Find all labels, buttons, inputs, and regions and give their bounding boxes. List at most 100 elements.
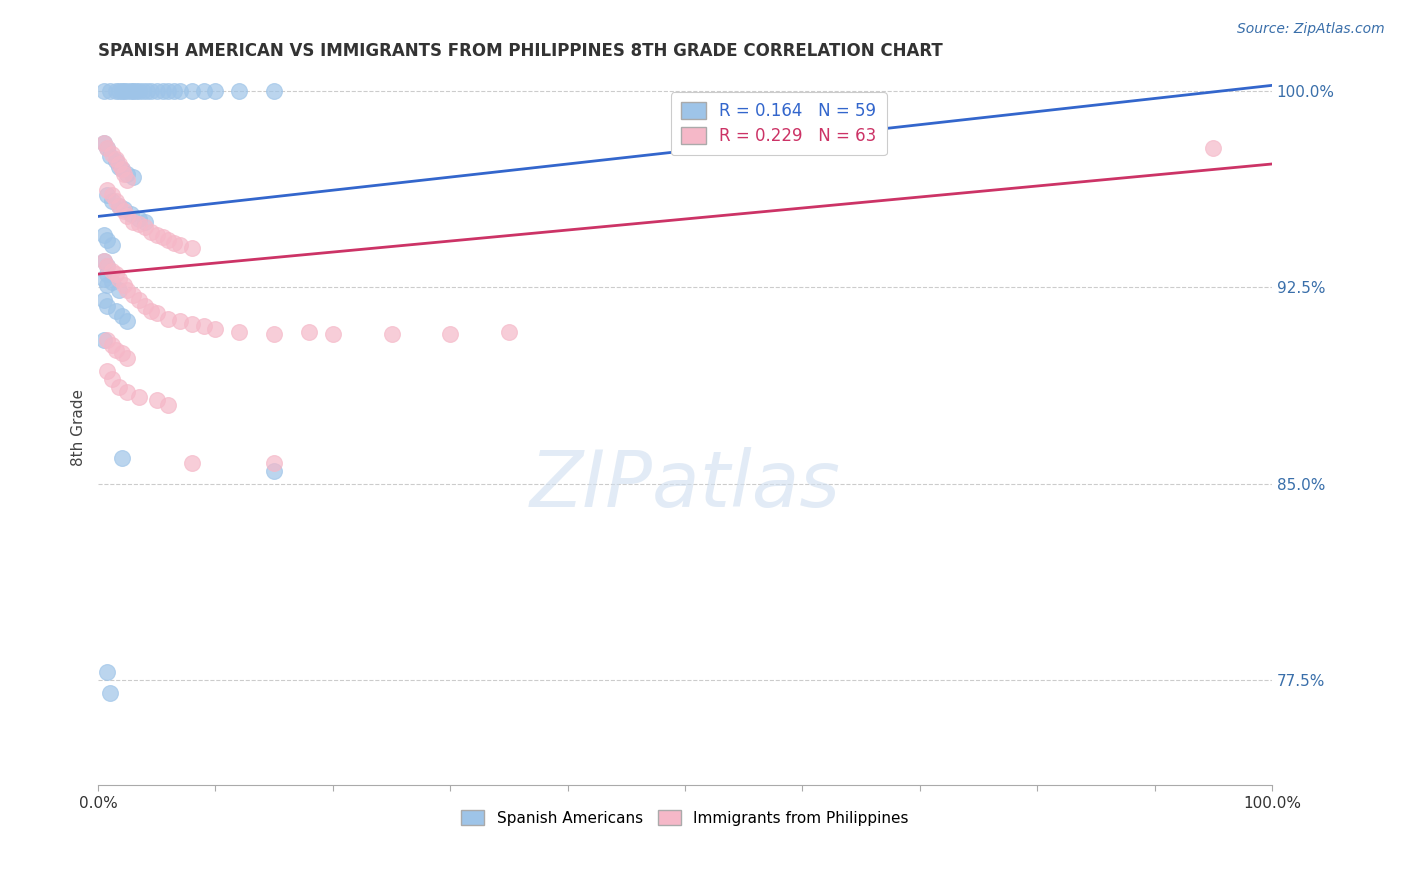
Point [122, 214, 145, 228]
Point [98, 149, 121, 163]
Text: ZIPatlas: ZIPatlas [530, 447, 841, 523]
Point [96, 277, 118, 292]
Point [117, 314, 139, 328]
Point [112, 202, 135, 216]
Point [117, 84, 139, 98]
Point [152, 84, 174, 98]
Point [93, 227, 115, 242]
Point [101, 146, 124, 161]
Point [108, 380, 131, 394]
Point [110, 84, 132, 98]
Point [139, 225, 162, 239]
Point [169, 238, 191, 252]
Point [96, 364, 118, 378]
Point [228, 84, 250, 98]
Point [110, 345, 132, 359]
Point [96, 267, 118, 281]
Point [98, 686, 121, 700]
Point [122, 84, 145, 98]
Point [498, 325, 520, 339]
Point [204, 84, 226, 98]
Point [112, 277, 135, 292]
Point [117, 351, 139, 365]
Point [93, 84, 115, 98]
Point [104, 194, 127, 208]
Point [131, 84, 153, 98]
Point [110, 450, 132, 465]
Point [96, 141, 118, 155]
Point [128, 390, 150, 404]
Point [110, 309, 132, 323]
Point [104, 303, 127, 318]
Point [93, 136, 115, 150]
Point [263, 456, 285, 470]
Legend: Spanish Americans, Immigrants from Philippines: Spanish Americans, Immigrants from Phili… [453, 800, 918, 835]
Point [104, 154, 127, 169]
Point [263, 327, 285, 342]
Point [298, 325, 321, 339]
Point [128, 217, 150, 231]
Point [157, 84, 180, 98]
Point [117, 210, 139, 224]
Point [193, 319, 215, 334]
Point [93, 254, 115, 268]
Point [96, 233, 118, 247]
Point [101, 372, 124, 386]
Point [117, 283, 139, 297]
Point [136, 84, 159, 98]
Point [1202, 141, 1225, 155]
Point [96, 333, 118, 347]
Point [134, 214, 156, 228]
Point [228, 325, 250, 339]
Point [145, 227, 167, 242]
Point [120, 207, 142, 221]
Point [145, 306, 167, 320]
Point [124, 84, 146, 98]
Point [139, 84, 162, 98]
Point [380, 327, 402, 342]
Y-axis label: 8th Grade: 8th Grade [72, 389, 86, 466]
Point [108, 157, 131, 171]
Point [193, 84, 215, 98]
Point [104, 267, 127, 281]
Point [96, 259, 118, 273]
Point [169, 84, 191, 98]
Point [96, 183, 118, 197]
Text: Source: ZipAtlas.com: Source: ZipAtlas.com [1237, 22, 1385, 37]
Point [93, 254, 115, 268]
Point [145, 84, 167, 98]
Point [93, 333, 115, 347]
Point [128, 212, 150, 227]
Point [108, 160, 131, 174]
Point [101, 275, 124, 289]
Point [96, 665, 118, 680]
Point [157, 233, 180, 247]
Point [122, 170, 145, 185]
Point [181, 317, 204, 331]
Point [157, 311, 180, 326]
Point [93, 293, 115, 308]
Point [104, 343, 127, 357]
Point [108, 199, 131, 213]
Point [108, 199, 131, 213]
Point [122, 288, 145, 302]
Point [117, 168, 139, 182]
Point [181, 456, 204, 470]
Point [108, 84, 131, 98]
Point [112, 204, 135, 219]
Point [157, 398, 180, 412]
Point [101, 194, 124, 208]
Point [104, 84, 127, 98]
Point [204, 322, 226, 336]
Point [263, 464, 285, 478]
Point [96, 141, 118, 155]
Point [98, 84, 121, 98]
Point [93, 136, 115, 150]
Point [104, 152, 127, 166]
Point [152, 230, 174, 244]
Point [117, 384, 139, 399]
Point [128, 293, 150, 308]
Point [181, 241, 204, 255]
Point [101, 238, 124, 252]
Point [96, 259, 118, 273]
